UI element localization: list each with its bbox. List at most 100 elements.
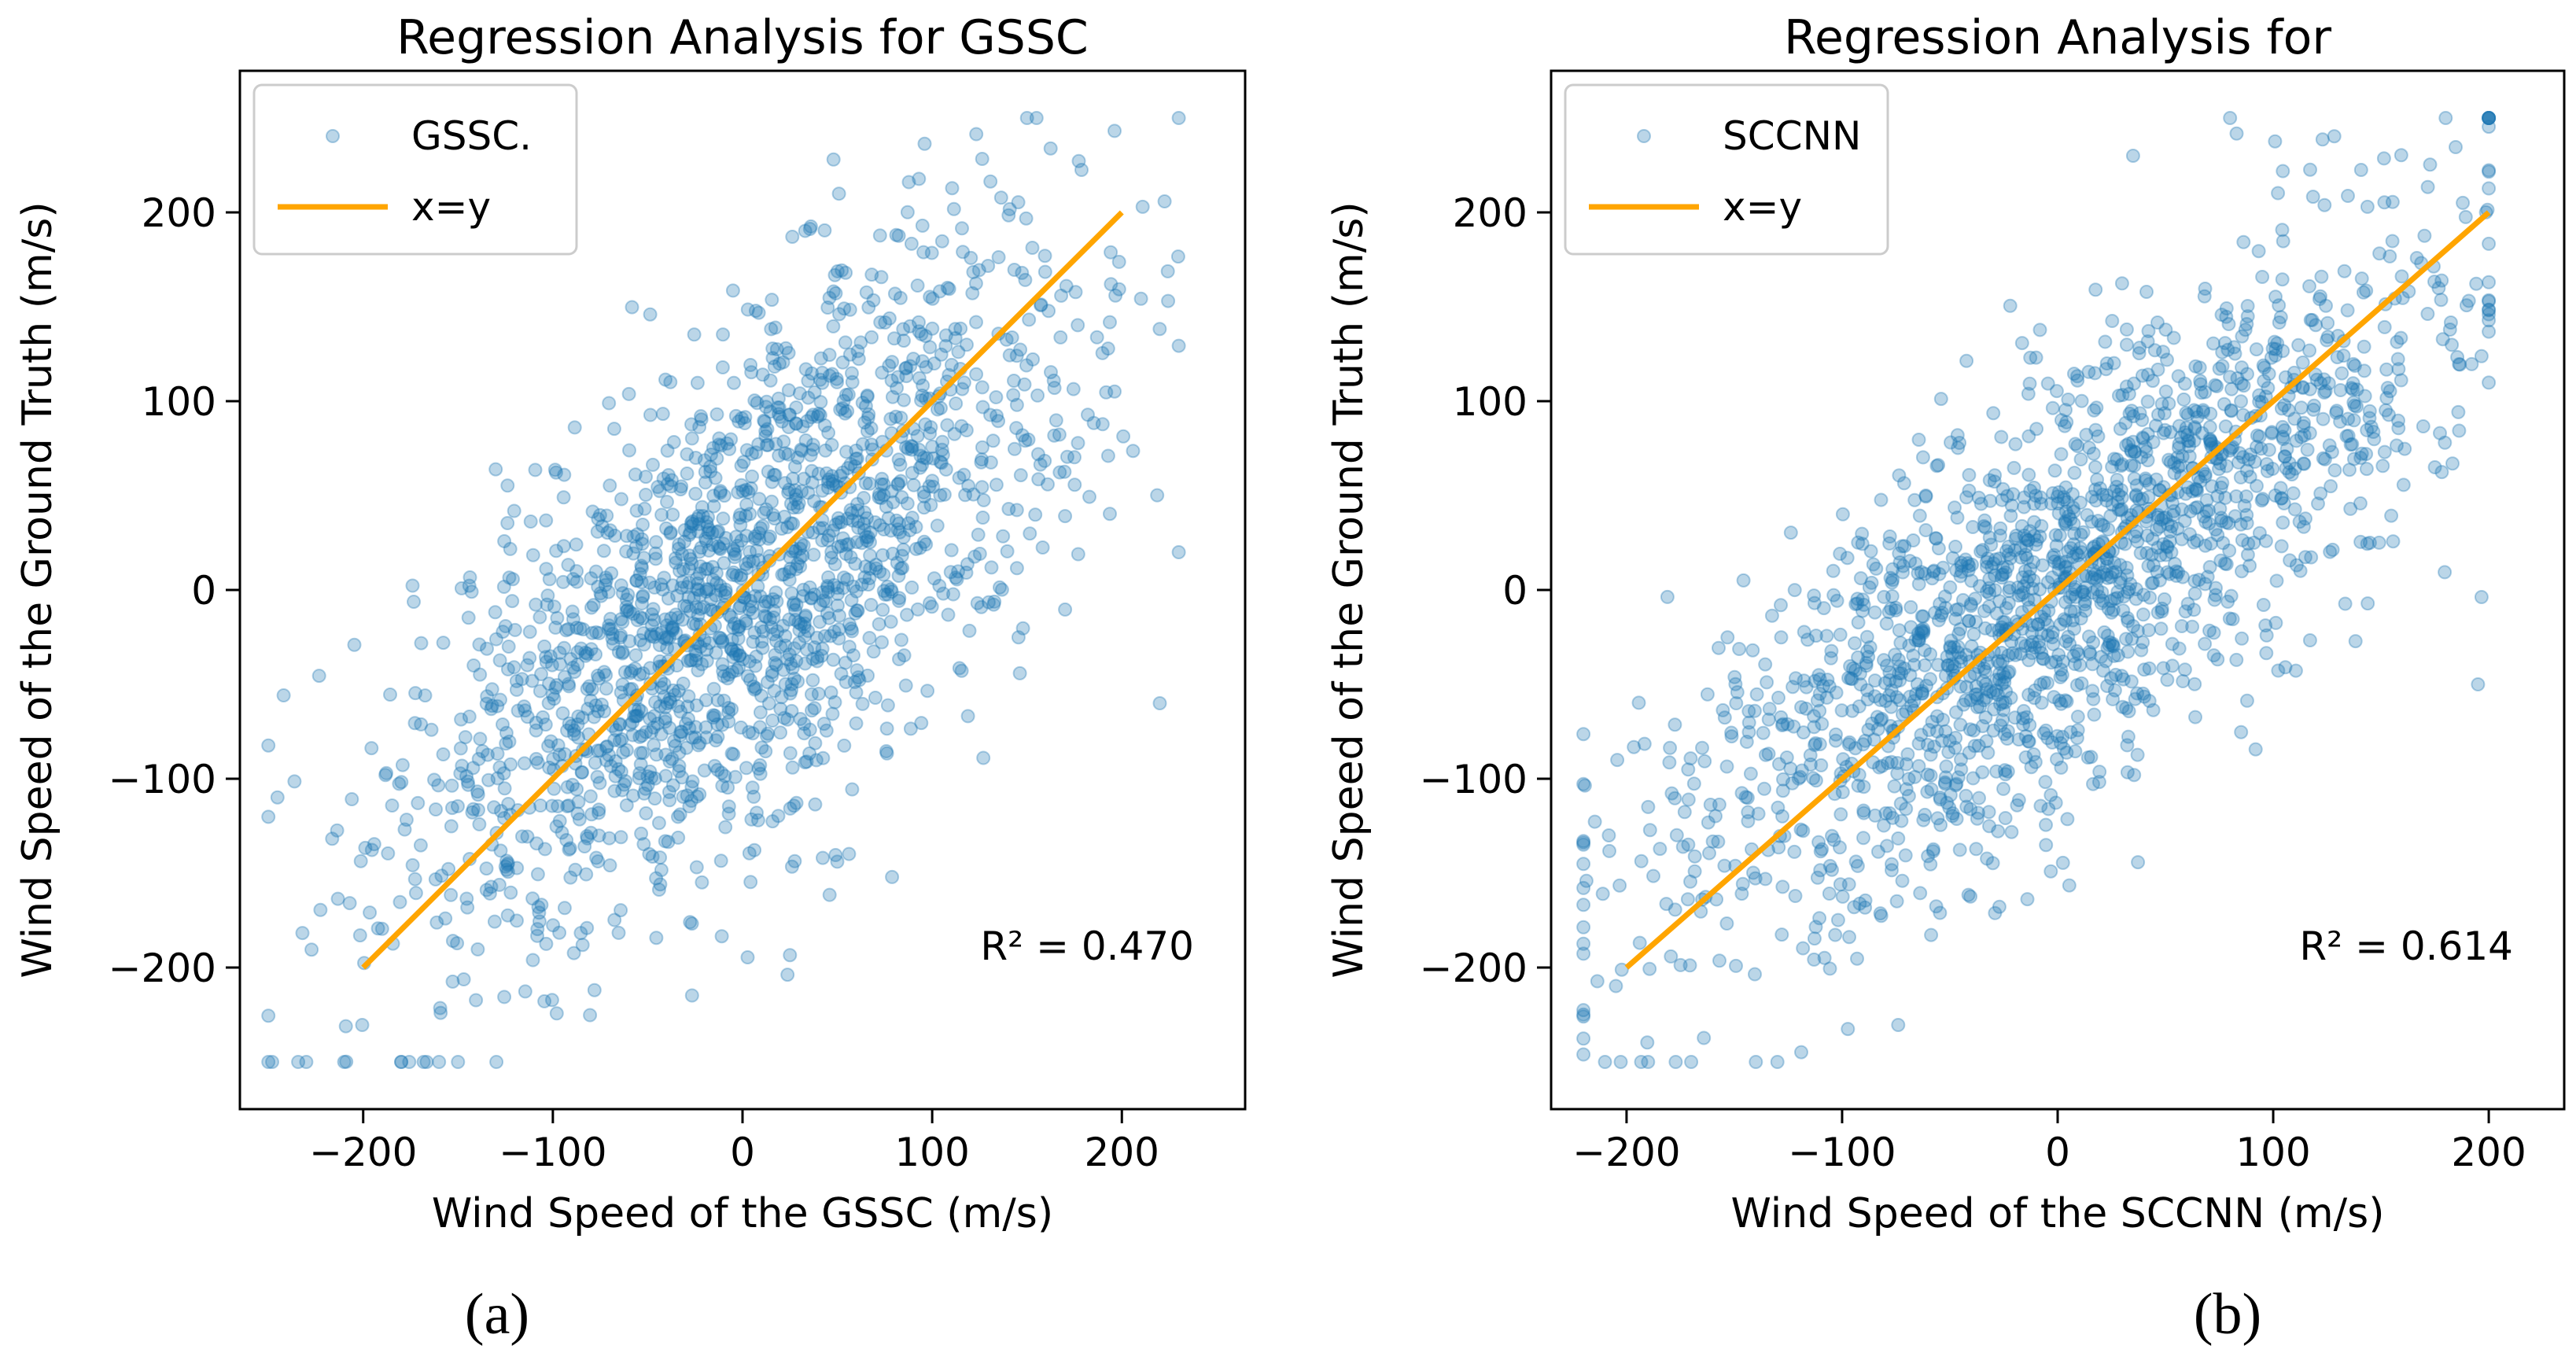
scatter-point [688,720,703,735]
scatter-point [830,581,845,595]
scatter-point [2183,527,2197,542]
scatter-point [917,534,931,549]
scatter-point [1998,565,2013,580]
scatter-point [730,538,745,553]
scatter-point [2071,647,2086,662]
scatter-point [689,860,704,875]
scatter-point [912,315,926,330]
scatter-point [1808,920,1823,935]
scatter-point [765,474,779,489]
scatter-point [1850,858,1865,873]
scatter-point [951,345,966,359]
scatter-point [1828,927,1843,942]
scatter-point [728,529,743,544]
scatter-point [451,1055,466,1069]
scatter-point [838,547,853,562]
scatter-point [864,421,879,436]
scatter-point [712,630,727,645]
scatter-point [1879,616,1894,631]
scatter-point [849,535,864,550]
scatter-point [830,374,845,389]
scatter-point [1996,781,2010,796]
scatter-point [2177,514,2192,529]
scatter-point [1861,722,1876,737]
scatter-point [2055,654,2070,669]
scatter-point [1833,627,1848,642]
scatter-point [520,658,535,673]
scatter-point [684,519,698,534]
scatter-point [1877,818,1891,833]
r-squared-annotation: R² = 0.614 [2299,923,2513,969]
scatter-point [1991,824,2006,839]
scatter-point [785,760,800,775]
scatter-point [697,763,712,778]
scatter-point [500,908,515,923]
scatter-point [2222,611,2237,626]
scatter-point [1729,958,1743,973]
scatter-point [842,617,857,632]
scatter-point [940,280,955,295]
scatter-point [1613,1055,1628,1069]
scatter-point [2060,812,2075,827]
scatter-point [748,681,763,695]
scatter-point [865,442,880,457]
scatter-point [1758,872,1773,887]
scatter-point [819,466,834,481]
scatter-point [1793,769,1808,784]
scatter-point [355,1018,370,1032]
scatter-point [2033,490,2048,505]
scatter-point [771,391,786,406]
scatter-point [2255,270,2270,284]
scatter-point [2088,482,2102,497]
scatter-point [647,738,662,753]
scatter-point [720,436,735,451]
scatter-point [2347,359,2362,373]
scatter-point [916,245,931,260]
scatter-point [685,774,700,789]
scatter-point [739,497,754,512]
scatter-point [960,337,974,352]
scatter-point [1903,599,1918,614]
scatter-point [739,529,754,544]
scatter-point [2366,425,2381,439]
scatter-point [1848,854,1863,869]
scatter-point [630,613,645,628]
scatter-point [591,511,606,526]
scatter-point [1907,694,1922,709]
scatter-point [2007,710,2022,725]
scatter-point [2182,439,2197,454]
scatter-point [501,797,516,811]
scatter-point [798,610,813,625]
scatter-point [882,358,897,373]
legend: GSSC.x=y [252,83,578,256]
scatter-point [1938,770,1953,785]
scatter-point [1938,600,1953,615]
scatter-point [1970,687,1985,702]
scatter-point [1923,647,1938,662]
scatter-point [2453,357,2467,372]
scatter-point [2110,591,2125,606]
scatter-point [2482,293,2497,308]
scatter-point [2377,319,2392,334]
scatter-point [863,562,878,576]
scatter-point [2110,584,2125,599]
scatter-point [959,423,974,437]
scatter-point [1819,690,1834,705]
scatter-point [2021,592,2036,607]
scatter-point [2219,515,2234,530]
scatter-point [1786,680,1800,695]
scatter-point [771,400,786,415]
scatter-point [2118,415,2133,430]
scatter-point [2063,512,2078,527]
scatter-point [1133,291,1148,306]
scatter-point [732,648,747,663]
scatter-point [2445,456,2460,471]
scatter-point [734,459,749,473]
scatter-point [722,607,737,622]
scatter-point [1833,840,1847,855]
scatter-point [904,236,919,251]
scatter-point [1595,887,1610,901]
scatter-point [2018,547,2033,562]
scatter-point [1916,624,1931,639]
scatter-point [2322,438,2337,453]
